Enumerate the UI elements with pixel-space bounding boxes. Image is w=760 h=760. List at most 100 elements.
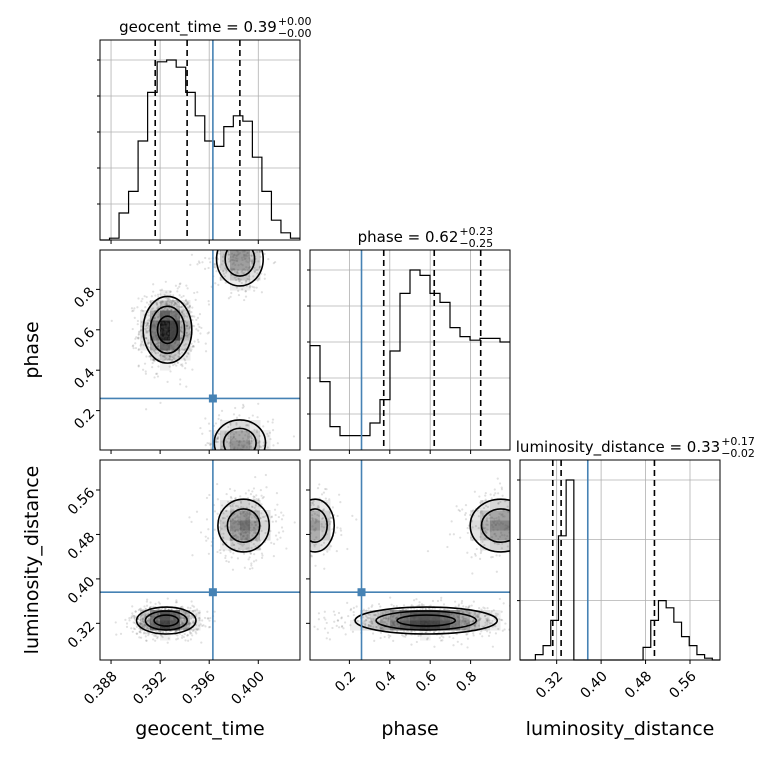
sample-point [154,629,157,632]
sample-point [163,293,166,296]
sample-point [422,621,425,625]
sample-point [252,514,255,517]
sample-point [522,511,524,513]
density-cell [470,610,481,621]
sample-point [159,332,163,335]
sample-point [237,440,241,443]
sample-point [241,446,244,449]
sample-point [233,446,236,449]
sample-point [135,625,139,629]
sample-point [253,286,256,289]
sample-point [262,444,265,447]
sample-point [446,625,450,628]
sample-point [469,626,472,629]
sample-point [128,617,131,620]
sample-point [179,378,182,381]
sample-point [406,618,410,621]
sample-point [435,617,438,621]
sample-point [386,617,389,620]
sample-point [456,615,460,618]
sample-point [237,476,239,478]
sample-point [244,512,247,516]
sample-point [170,308,173,311]
sample-point [147,339,150,342]
sample-point [461,508,464,511]
sample-point [189,326,192,329]
sample-point [148,619,151,622]
sample-point [412,616,415,619]
sample-point [314,527,317,530]
sample-point [250,228,252,230]
sample-point [256,250,259,254]
sample-point [339,529,343,532]
sample-point [490,556,493,559]
sample-point [160,331,163,334]
sample-point [166,626,169,629]
sample-point [162,337,165,340]
sample-point [484,530,487,533]
sample-point [252,482,254,484]
sample-point [191,318,194,322]
sample-point [258,266,261,269]
sample-point [164,333,167,336]
sample-point [230,508,233,511]
sample-point [485,518,488,521]
sample-point [136,319,140,323]
sample-point [193,291,196,295]
sample-point [152,335,155,338]
sample-point [146,619,149,623]
sample-point [342,627,345,630]
sample-point [449,620,453,624]
sample-point [355,605,358,608]
density-cell [490,610,501,621]
sample-point [156,625,159,628]
sample-point [244,530,247,534]
sample-point [422,621,425,624]
sample-point [144,607,147,610]
sample-point [177,624,180,627]
sample-point [487,634,491,637]
sample-point [150,351,153,354]
sample-point [185,474,187,476]
sample-point [154,325,157,329]
sample-point [189,263,192,266]
density-cell [470,510,481,521]
sample-point [438,620,441,623]
sample-point [244,522,247,525]
sample-point [216,482,219,486]
sample-point [302,507,304,509]
sample-point [155,619,158,622]
contour-line [310,498,336,553]
sample-point [199,623,202,626]
sample-point [422,611,425,615]
sample-point [249,493,253,496]
sample-point [313,529,316,532]
sample-point [180,330,183,333]
sample-point [481,512,484,515]
sample-point [173,362,176,366]
sample-point [168,319,172,322]
sample-point [518,613,520,615]
sample-point [169,359,172,362]
sample-point [250,529,253,532]
sample-point [198,313,202,316]
sample-point [241,429,244,433]
sample-point [219,242,221,244]
sample-point [152,609,156,613]
sample-point [169,626,172,629]
sample-point [191,345,194,349]
sample-point [140,625,144,628]
sample-point [218,243,220,245]
sample-point [463,629,466,632]
sample-point [259,255,262,258]
sample-point [204,417,207,420]
sample-point [338,493,341,496]
sample-point [174,301,177,305]
density-cell [310,510,321,521]
sample-point [166,308,170,312]
sample-point [484,491,487,495]
sample-point [171,622,174,625]
sample-point [415,619,418,623]
sample-point [186,334,190,337]
sample-point [250,261,254,264]
